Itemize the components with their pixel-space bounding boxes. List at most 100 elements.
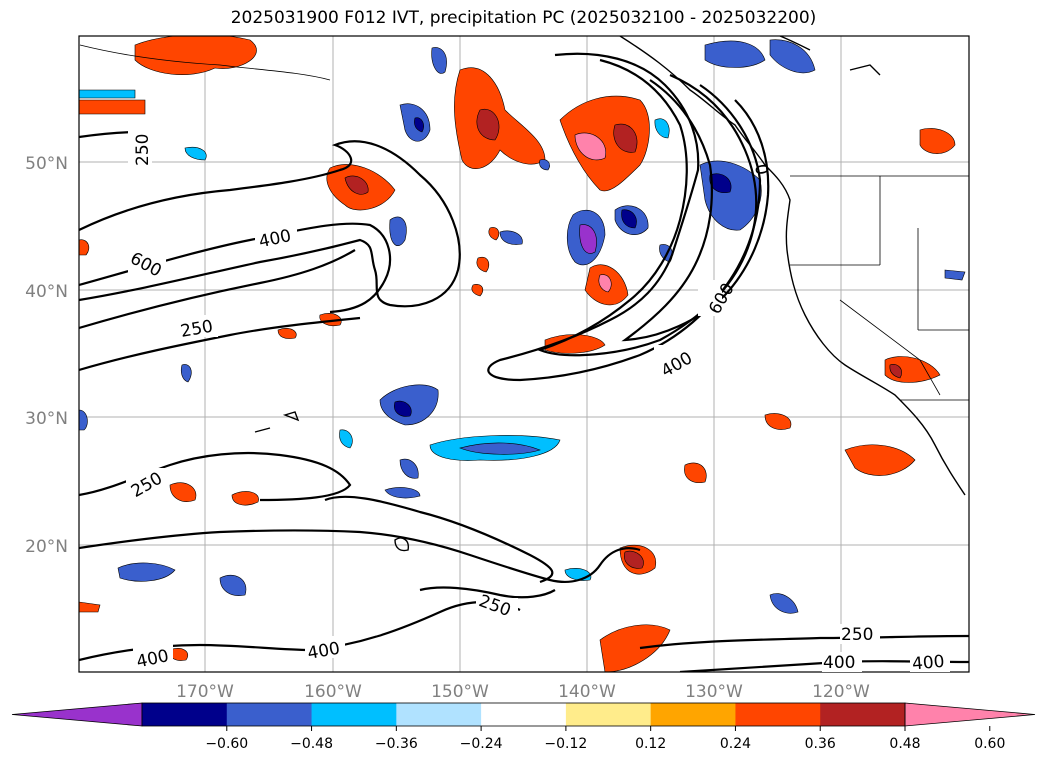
lon-label-150w: 150°W <box>431 682 489 702</box>
precip-blob <box>499 230 523 245</box>
borders <box>790 175 969 401</box>
ivt-contour <box>79 316 361 372</box>
precip-blob <box>79 239 90 256</box>
map-title: 2025031900 F012 IVT, precipitation PC (2… <box>230 8 817 28</box>
contour-label: 0 <box>750 163 772 177</box>
precip-blob <box>414 117 424 133</box>
colorbar-extend-low <box>11 702 143 727</box>
precip-blob <box>544 334 606 354</box>
colorbar-tick-label: −0.60 <box>205 736 248 752</box>
precip-blob <box>79 89 136 99</box>
border-state <box>839 299 941 396</box>
precip-blob <box>344 175 369 195</box>
precip-blob <box>598 274 612 293</box>
coastline-north-america <box>619 36 966 496</box>
precip-blob <box>944 269 966 281</box>
precip-blob <box>621 209 637 229</box>
precip-blob <box>459 442 541 455</box>
precip-blob <box>476 256 490 273</box>
precip-blob <box>79 99 146 115</box>
lat-label-50n: 50°N <box>25 154 68 174</box>
precip-blob <box>539 159 550 171</box>
precip-blob <box>219 574 247 596</box>
colorbar-tick-label: −0.12 <box>544 736 587 752</box>
ivt-contour-600-east <box>621 79 770 342</box>
colorbar-segment <box>311 703 397 726</box>
coastline-alaska <box>779 36 881 76</box>
ivt-contour <box>324 495 554 584</box>
map-frame <box>78 35 970 673</box>
lat-label-40n: 40°N <box>25 282 68 302</box>
coastline-aleutians <box>79 44 331 81</box>
precip-blob <box>613 123 638 153</box>
latitude-labels: 50°N 40°N 30°N 20°N <box>25 154 68 557</box>
contour-label: 250 <box>133 134 153 166</box>
precip-blob <box>454 67 546 169</box>
precip-blob <box>389 216 407 246</box>
colorbar-segment <box>820 703 906 726</box>
precip-blob <box>169 482 197 502</box>
precip-blob <box>654 118 670 139</box>
lon-label-170w: 170°W <box>176 682 234 702</box>
precip-blob <box>684 462 707 483</box>
contour-label: 250 <box>841 625 873 645</box>
contour-label: 400 <box>911 652 945 675</box>
colorbar-tick-label: 0.24 <box>720 736 751 752</box>
precip-blob <box>231 491 259 506</box>
precip-blob <box>79 409 88 431</box>
lat-label-30n: 30°N <box>25 409 68 429</box>
lat-label-20n: 20°N <box>25 537 68 557</box>
contour-label: 400 <box>823 653 855 673</box>
colorbar-tick-label: −0.36 <box>375 736 418 752</box>
ivt-contour-250 <box>79 140 461 308</box>
ivt-contour <box>419 586 556 599</box>
precip-blob <box>476 108 500 141</box>
precip-blob <box>79 601 101 613</box>
precip-blob <box>559 95 650 192</box>
ivt-contour-400-east <box>536 58 758 357</box>
precip-blob <box>919 128 956 154</box>
colorbar-segment <box>396 703 482 726</box>
colorbar-segment <box>226 703 313 726</box>
lon-label-140w: 140°W <box>558 682 616 702</box>
precip-blob <box>394 400 412 417</box>
ivt-contour-250-southeast <box>639 634 969 650</box>
precip-blob <box>579 224 597 254</box>
colorbar-extend-high <box>904 702 1036 727</box>
precip-blob <box>180 364 192 383</box>
precip-blob <box>599 624 671 672</box>
ivt-contour-600 <box>79 249 356 330</box>
colorbar-frame <box>141 702 906 727</box>
precip-blob <box>431 47 447 74</box>
precip-blob <box>574 132 607 161</box>
precip-blob <box>379 384 439 426</box>
precip-negative-areas <box>79 39 966 614</box>
ivt-contour-400 <box>79 222 392 314</box>
precip-blob <box>184 147 207 161</box>
colorbar-tick-label: 0.12 <box>635 736 666 752</box>
ivt-contour <box>79 529 641 583</box>
colorbar-tick-label: 0.60 <box>974 736 1005 752</box>
precip-blob <box>134 36 257 75</box>
colorbar-tick-label: −0.24 <box>460 736 503 752</box>
coastlines <box>79 36 966 496</box>
colorbar: −0.60 −0.48 −0.36 −0.24 −0.12 0.12 0.24 0.36 0.4… <box>11 702 1036 752</box>
precip-blob <box>769 39 816 74</box>
colorbar-segment <box>565 703 652 726</box>
precip-blob <box>117 562 176 582</box>
colorbar-tick-label: 0.48 <box>889 736 920 752</box>
precip-blob <box>769 593 799 614</box>
lon-label-130w: 130°W <box>685 682 743 702</box>
longitude-labels: 170°W 160°W 150°W 140°W 130°W 120°W <box>176 682 870 702</box>
precip-blob <box>844 444 916 476</box>
precip-blob <box>624 550 644 569</box>
colorbar-segment <box>735 703 821 726</box>
precip-blob <box>488 227 500 241</box>
precip-blob <box>704 40 766 68</box>
precip-blob <box>339 429 353 449</box>
lon-label-120w: 120°W <box>812 682 870 702</box>
precip-blob <box>764 413 792 430</box>
colorbar-segment <box>650 703 736 726</box>
precip-blob <box>889 364 902 379</box>
